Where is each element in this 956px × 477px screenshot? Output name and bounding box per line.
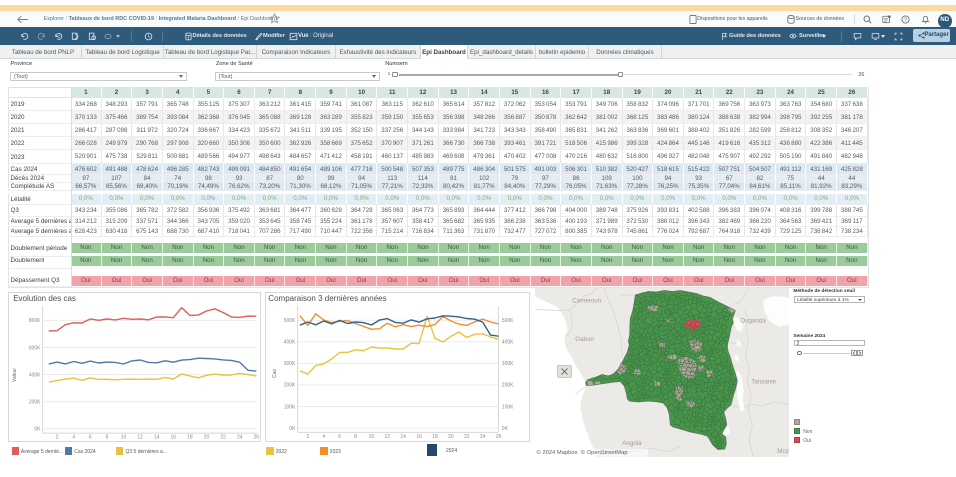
svg-text:400K: 400K xyxy=(284,340,296,346)
svg-text:8: 8 xyxy=(106,435,109,441)
svg-text:22: 22 xyxy=(464,434,470,440)
svg-text:0K: 0K xyxy=(34,426,41,432)
svg-text:14: 14 xyxy=(154,435,160,441)
svg-text:Cameroun: Cameroun xyxy=(572,298,601,305)
svg-text:500K: 500K xyxy=(502,318,514,324)
svg-text:Gabon: Gabon xyxy=(575,336,594,343)
svg-text:10: 10 xyxy=(121,435,127,441)
svg-text:100K: 100K xyxy=(502,404,514,410)
svg-text:0K: 0K xyxy=(502,426,509,432)
svg-text:16: 16 xyxy=(171,435,177,441)
svg-text:24: 24 xyxy=(237,435,243,441)
svg-text:12: 12 xyxy=(137,435,143,441)
svg-text:26: 26 xyxy=(254,435,260,441)
svg-text:800K: 800K xyxy=(29,318,41,324)
svg-text:Moz: Moz xyxy=(777,448,789,455)
svg-text:Ouganda: Ouganda xyxy=(740,318,766,325)
svg-text:300K: 300K xyxy=(284,361,296,367)
svg-text:20: 20 xyxy=(448,434,454,440)
svg-text:10: 10 xyxy=(369,434,375,440)
svg-text:600K: 600K xyxy=(29,345,41,351)
svg-text:26: 26 xyxy=(496,434,502,440)
svg-text:200K: 200K xyxy=(29,399,41,405)
svg-text:500K: 500K xyxy=(284,318,296,324)
svg-text:16: 16 xyxy=(416,434,422,440)
svg-text:22: 22 xyxy=(220,435,226,441)
svg-text:Tanzanie: Tanzanie xyxy=(751,379,776,386)
svg-text:12: 12 xyxy=(385,434,391,440)
svg-text:4: 4 xyxy=(322,434,325,440)
svg-text:300K: 300K xyxy=(502,361,514,367)
svg-text:400K: 400K xyxy=(29,372,41,378)
svg-text:6: 6 xyxy=(338,434,341,440)
svg-text:18: 18 xyxy=(432,434,438,440)
svg-text:Angola: Angola xyxy=(622,440,642,447)
svg-text:14: 14 xyxy=(400,434,406,440)
svg-text:?: ? xyxy=(904,17,907,23)
svg-text:2: 2 xyxy=(306,434,309,440)
svg-text:100K: 100K xyxy=(284,404,296,410)
svg-text:24: 24 xyxy=(480,434,486,440)
svg-text:200K: 200K xyxy=(284,383,296,389)
svg-text:6: 6 xyxy=(89,435,92,441)
svg-text:4: 4 xyxy=(72,435,75,441)
svg-text:2: 2 xyxy=(56,435,59,441)
svg-text:8: 8 xyxy=(354,434,357,440)
svg-text:20: 20 xyxy=(204,435,210,441)
svg-text:200K: 200K xyxy=(502,383,514,389)
svg-text:18: 18 xyxy=(187,435,193,441)
svg-text:0K: 0K xyxy=(289,426,296,432)
svg-text:400K: 400K xyxy=(502,340,514,346)
